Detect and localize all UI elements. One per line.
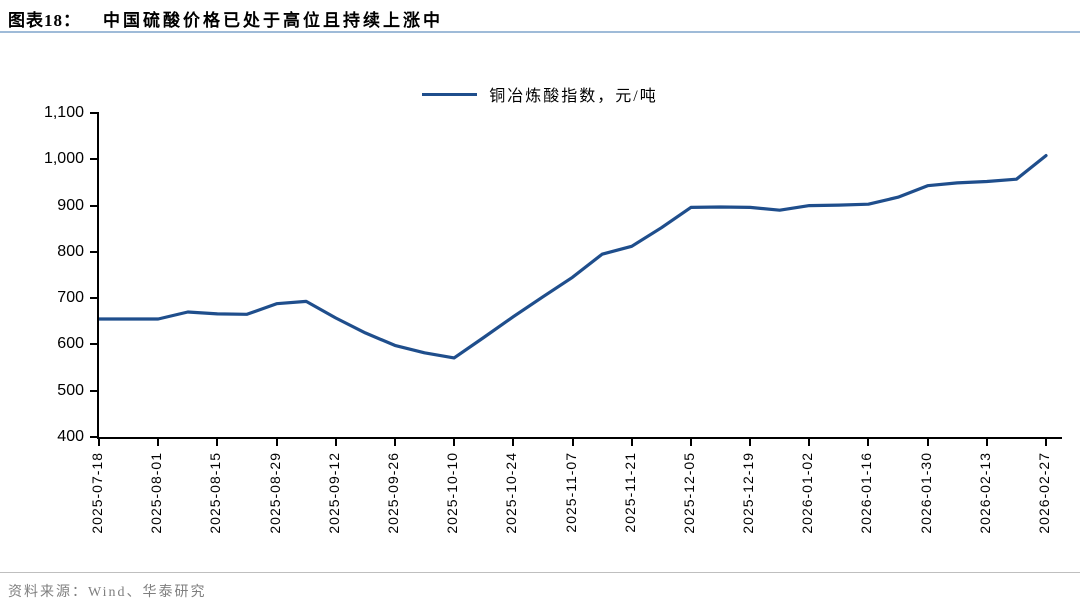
y-tick-mark (90, 389, 98, 392)
x-tick-label: 2025-11-21 (621, 452, 638, 533)
x-tick-mark (985, 439, 988, 446)
x-tick-label: 2025-11-07 (562, 452, 579, 533)
source-note: 资料来源：Wind、华泰研究 (8, 585, 207, 600)
x-tick-mark (453, 439, 456, 446)
y-tick-mark (90, 436, 98, 438)
x-tick-label: 2025-08-29 (266, 452, 283, 534)
y-tick-mark (90, 343, 98, 346)
x-axis-line (97, 437, 1062, 439)
x-tick-mark (571, 439, 574, 446)
figure-title-text: 中国硫酸价格已处于高位且持续上涨中 (103, 11, 443, 30)
y-tick-label: 1,100 (43, 104, 84, 121)
x-tick-mark (749, 439, 752, 446)
x-tick-label: 2025-07-18 (89, 452, 105, 534)
y-tick-label: 800 (57, 242, 84, 260)
x-tick-mark (393, 439, 396, 446)
x-tick-mark (926, 439, 929, 446)
x-tick-mark (867, 439, 870, 446)
y-tick-mark (90, 112, 98, 114)
x-tick-mark (689, 439, 692, 446)
x-tick-label: 2026-02-13 (976, 452, 993, 534)
y-tick-mark (90, 297, 98, 300)
x-tick-mark (334, 439, 337, 446)
x-tick-label: 2026-01-30 (917, 452, 934, 534)
x-tick-mark (157, 439, 160, 446)
y-tick-label: 1,000 (43, 150, 84, 168)
x-tick-label: 2026-01-02 (799, 452, 816, 534)
x-tick-label: 2025-10-10 (444, 452, 461, 534)
y-tick-mark (90, 204, 98, 207)
title-underline (0, 31, 1080, 33)
x-tick-mark (1045, 439, 1047, 446)
y-tick-label: 900 (57, 196, 84, 214)
x-tick-label: 2025-08-01 (148, 452, 165, 534)
x-tick-mark (808, 439, 811, 446)
source-divider (0, 572, 1080, 573)
y-tick-label: 700 (57, 289, 84, 307)
x-tick-mark (275, 439, 278, 446)
figure-title: 图表18： 中国硫酸价格已处于高位且持续上涨中 (8, 6, 443, 31)
x-tick-label: 2025-09-26 (384, 452, 401, 534)
price-line-series (97, 154, 1048, 360)
y-tick-mark (90, 158, 98, 161)
x-tick-mark (630, 439, 633, 446)
x-tick-label: 2025-09-12 (325, 452, 342, 534)
x-tick-mark (512, 439, 515, 446)
y-tick-mark (90, 250, 98, 253)
x-tick-label: 2026-02-27 (1036, 452, 1052, 534)
figure-number-label: 图表18： (8, 11, 81, 30)
x-tick-mark (98, 439, 100, 446)
y-tick-label: 500 (57, 381, 84, 399)
x-tick-label: 2025-10-24 (503, 452, 520, 534)
y-axis-line (97, 112, 99, 439)
legend-line-swatch (422, 92, 478, 96)
x-tick-label: 2026-01-16 (858, 452, 875, 534)
chart-legend: 铜冶炼酸指数，元/吨 (0, 82, 1080, 106)
legend-label: 铜冶炼酸指数，元/吨 (489, 88, 658, 105)
y-tick-label: 400 (57, 428, 84, 445)
x-tick-mark (216, 439, 219, 446)
x-tick-label: 2025-12-19 (740, 452, 757, 534)
y-tick-label: 600 (57, 335, 84, 353)
x-tick-label: 2025-12-05 (680, 452, 697, 534)
x-tick-label: 2025-08-15 (207, 452, 224, 534)
